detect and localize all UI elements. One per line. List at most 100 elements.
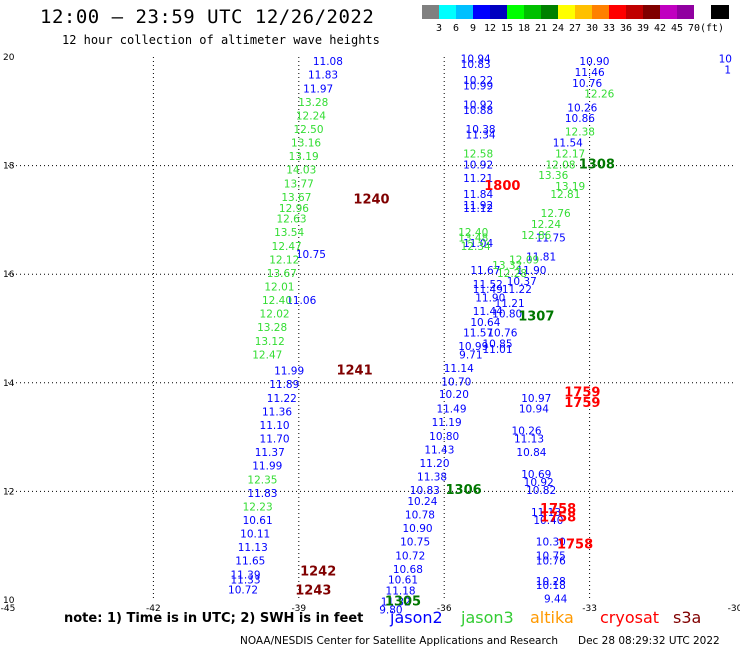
- wave-height-value: 11.44: [473, 306, 503, 318]
- wave-height-value: 12.08: [545, 159, 575, 171]
- legend-note: note: 1) Time is in UTC; 2) SWH is in fe…: [64, 611, 364, 626]
- color-scale-tick: 18: [517, 23, 531, 34]
- wave-height-value: 10.70: [441, 377, 471, 389]
- wave-height-value: 11.22: [267, 393, 297, 405]
- footer-timestamp: Dec 28 08:29:32 UTC 2022: [578, 635, 720, 647]
- wave-height-value: 10.22: [463, 75, 493, 87]
- color-scale-tick: 39: [636, 23, 650, 34]
- wave-height-value: 11.12: [463, 203, 493, 215]
- wave-height-value: 10.90: [403, 523, 433, 535]
- wave-height-value: 13.12: [255, 336, 285, 348]
- wave-height-value: 11.81: [526, 252, 556, 264]
- color-scale-tick: 27: [568, 23, 582, 34]
- wave-height-value: 10.76: [536, 556, 566, 568]
- wave-height-value: 13.32: [492, 260, 522, 272]
- legend-jason3: jason3: [461, 608, 514, 627]
- wave-height-value: 13.19: [555, 181, 585, 193]
- wave-height-value: 11.99: [252, 461, 282, 473]
- wave-height-value: 12.02: [260, 309, 290, 321]
- wave-height-value: 11.46: [575, 67, 605, 79]
- page-title: 12:00 – 23:59 UTC 12/26/2022: [40, 6, 375, 28]
- wave-height-value: 10.40: [533, 515, 563, 527]
- wave-height-value: 11.13: [514, 434, 544, 446]
- wave-height-value: 12.40: [262, 295, 292, 307]
- pass-time-label: 1307: [518, 309, 554, 324]
- wave-height-value: 10.61: [388, 575, 418, 587]
- wave-height-value: 13.19: [289, 151, 319, 163]
- color-swatch: [677, 5, 695, 19]
- wave-height-value: 10.86: [565, 113, 595, 125]
- x-tick-label: -45: [1, 604, 16, 614]
- legend-cryosat: cryosat: [600, 608, 660, 627]
- wave-height-value: 10.11: [240, 529, 270, 541]
- color-swatch: [660, 5, 678, 19]
- pass-time-label: 1308: [579, 157, 615, 172]
- color-scale-tick: 15: [500, 23, 514, 34]
- wave-height-value: 10.72: [228, 584, 258, 596]
- wave-height-value: 12.23: [243, 501, 273, 513]
- wave-height-value: 12.81: [550, 189, 580, 201]
- wave-height-value: 10.99: [458, 341, 488, 353]
- wave-height-value: 11.49: [473, 284, 503, 296]
- x-tick-label: -39: [291, 604, 306, 614]
- wave-height-value: 11.34: [466, 129, 496, 141]
- y-tick-label: 10: [3, 596, 15, 606]
- axis-ticks: -45 -42 -39 -36 -33 -30 20 18 16 14 12 10: [1, 53, 740, 614]
- wave-height-value: 11.84: [463, 189, 493, 201]
- wave-height-value: 11.75: [536, 233, 566, 245]
- wave-height-value: 10.76: [572, 78, 602, 90]
- wave-height-value: 11.13: [238, 542, 268, 554]
- wave-height-value: 10.78: [405, 510, 435, 522]
- wave-height-value: 10: [719, 53, 732, 65]
- color-swatch: [473, 5, 491, 19]
- color-swatch: [490, 5, 508, 19]
- wave-height-value: 12.96: [279, 203, 309, 215]
- wave-height-value: 11.52: [473, 279, 503, 291]
- wave-height-value: 11.38: [417, 472, 447, 484]
- wave-height-value: 9.71: [459, 349, 482, 361]
- pass-time-label: 1758: [540, 502, 576, 517]
- wave-height-value: 11.01: [482, 344, 512, 356]
- wave-height-value: 10.80: [429, 431, 459, 443]
- pass-time-label: 1759: [564, 396, 600, 411]
- color-scale-tick: 33: [602, 23, 616, 34]
- y-tick-label: 18: [3, 162, 15, 172]
- color-swatch: [609, 5, 627, 19]
- wave-height-value: 10.18: [536, 580, 566, 592]
- wave-height-value: 11.08: [313, 56, 343, 68]
- wave-height-value: 12.63: [276, 214, 306, 226]
- wave-height-value: 10.99: [463, 81, 493, 93]
- wave-height-value: 11.99: [274, 366, 304, 378]
- wave-height-value: 12.28: [497, 268, 527, 280]
- wave-height-value: 10.92: [524, 477, 554, 489]
- wave-height-value: 10.30: [536, 537, 566, 549]
- x-tick-label: -42: [146, 604, 161, 614]
- color-scale-tick: 9: [469, 23, 477, 34]
- color-swatch: [507, 5, 525, 19]
- wave-height-value: 10.26: [567, 102, 597, 114]
- wave-height-value: 13.36: [538, 170, 568, 182]
- pass-time-label: 1240: [353, 193, 389, 208]
- wave-height-value: 10.82: [526, 485, 556, 497]
- wave-height-labels: 11.0811.8311.9710.7511.0611.9911.8911.22…: [228, 53, 732, 616]
- wave-height-value: 11.22: [502, 284, 532, 296]
- wave-height-value: 9.44: [544, 594, 568, 606]
- color-swatch: [643, 5, 661, 19]
- color-swatch: [626, 5, 644, 19]
- color-scale-tick: 42: [653, 23, 667, 34]
- wave-height-value: 11.32: [381, 596, 411, 608]
- legend-altika: altika: [530, 608, 574, 627]
- color-scale-tick: 21: [534, 23, 548, 34]
- wave-height-value: 10.88: [463, 105, 493, 117]
- wave-height-value: 10.92: [463, 159, 493, 171]
- wave-height-value: 11.97: [303, 83, 333, 95]
- wave-height-value: 12.76: [541, 208, 571, 220]
- wave-height-value: 12.86: [521, 230, 551, 242]
- wave-height-value: 10.75: [296, 249, 326, 261]
- color-scale-unit: (ft): [700, 23, 725, 34]
- legend-jason2: jason2: [390, 608, 443, 627]
- color-swatch: [541, 5, 559, 19]
- color-scale-tick: 12: [483, 23, 497, 34]
- wave-height-value: 11.90: [516, 265, 546, 277]
